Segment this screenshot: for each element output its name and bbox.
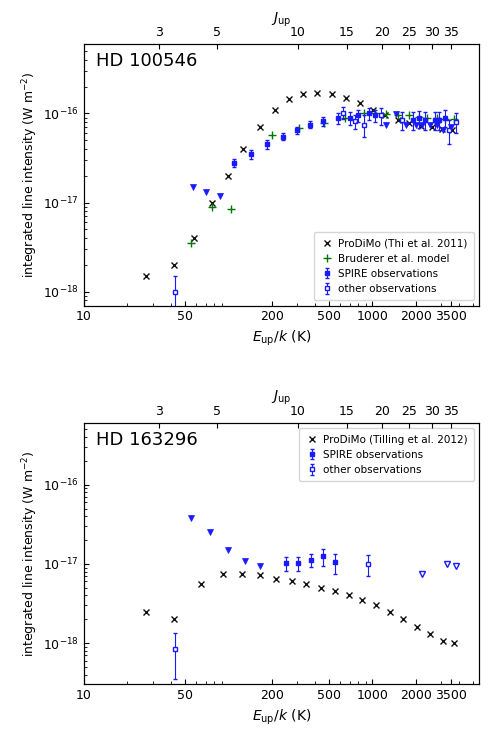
Bruderer et al. model: [383, 110, 389, 118]
ProDiMo (Tilling et al. 2012): [273, 574, 279, 583]
ProDiMo (Thi et al. 2011): [209, 198, 215, 207]
ProDiMo (Thi et al. 2011): [143, 272, 149, 280]
ProDiMo (Tilling et al. 2012): [256, 571, 262, 580]
ProDiMo (Tilling et al. 2012): [387, 607, 393, 616]
ProDiMo (Tilling et al. 2012): [427, 629, 433, 638]
ProDiMo (Tilling et al. 2012): [359, 595, 365, 604]
Bruderer et al. model: [342, 114, 348, 123]
ProDiMo (Thi et al. 2011): [370, 105, 376, 114]
ProDiMo (Thi et al. 2011): [286, 95, 292, 104]
Bruderer et al. model: [442, 115, 448, 124]
Bruderer et al. model: [362, 108, 368, 117]
Y-axis label: integrated line intensity (W m$^{-2}$): integrated line intensity (W m$^{-2}$): [21, 71, 41, 278]
ProDiMo (Thi et al. 2011): [314, 88, 320, 97]
X-axis label: $E_{\mathrm{up}}/k$ (K): $E_{\mathrm{up}}/k$ (K): [252, 329, 311, 348]
Y-axis label: integrated line intensity (W m$^{-2}$): integrated line intensity (W m$^{-2}$): [21, 450, 41, 657]
Bruderer et al. model: [228, 205, 234, 213]
Bruderer et al. model: [406, 111, 412, 120]
ProDiMo (Tilling et al. 2012): [414, 623, 420, 631]
ProDiMo (Tilling et al. 2012): [239, 570, 245, 578]
Bruderer et al. model: [209, 202, 215, 211]
ProDiMo (Tilling et al. 2012): [440, 637, 446, 645]
ProDiMo (Thi et al. 2011): [300, 90, 306, 99]
ProDiMo (Thi et al. 2011): [256, 123, 262, 132]
ProDiMo (Thi et al. 2011): [382, 111, 388, 120]
X-axis label: $E_{\mathrm{up}}/k$ (K): $E_{\mathrm{up}}/k$ (K): [252, 708, 311, 727]
Line: Bruderer et al. model: Bruderer et al. model: [187, 109, 458, 247]
ProDiMo (Thi et al. 2011): [343, 93, 349, 102]
ProDiMo (Thi et al. 2011): [240, 144, 246, 153]
Text: HD 100546: HD 100546: [96, 52, 197, 70]
Bruderer et al. model: [269, 130, 275, 139]
ProDiMo (Tilling et al. 2012): [318, 584, 324, 592]
ProDiMo (Tilling et al. 2012): [143, 607, 149, 616]
X-axis label: $J_{\mathrm{up}}$: $J_{\mathrm{up}}$: [272, 10, 291, 29]
Line: ProDiMo (Tilling et al. 2012): ProDiMo (Tilling et al. 2012): [143, 570, 457, 646]
ProDiMo (Thi et al. 2011): [439, 124, 445, 133]
Line: ProDiMo (Thi et al. 2011): ProDiMo (Thi et al. 2011): [143, 89, 455, 279]
ProDiMo (Thi et al. 2011): [225, 171, 231, 180]
ProDiMo (Thi et al. 2011): [449, 126, 455, 135]
ProDiMo (Tilling et al. 2012): [452, 639, 457, 648]
Bruderer et al. model: [416, 113, 422, 121]
ProDiMo (Tilling et al. 2012): [171, 615, 177, 623]
ProDiMo (Thi et al. 2011): [395, 116, 401, 124]
ProDiMo (Tilling et al. 2012): [198, 580, 204, 589]
ProDiMo (Thi et al. 2011): [357, 99, 363, 107]
ProDiMo (Tilling et al. 2012): [288, 577, 294, 586]
Bruderer et al. model: [434, 114, 440, 123]
ProDiMo (Tilling et al. 2012): [346, 591, 352, 600]
Legend: ProDiMo (Thi et al. 2011), Bruderer et al. model, SPIRE observations, other obse: ProDiMo (Thi et al. 2011), Bruderer et a…: [314, 232, 474, 300]
Bruderer et al. model: [424, 113, 430, 122]
ProDiMo (Thi et al. 2011): [418, 121, 424, 130]
ProDiMo (Thi et al. 2011): [429, 123, 435, 132]
ProDiMo (Thi et al. 2011): [191, 233, 197, 242]
ProDiMo (Thi et al. 2011): [171, 261, 177, 269]
Text: HD 163296: HD 163296: [96, 431, 198, 449]
ProDiMo (Thi et al. 2011): [329, 90, 335, 99]
ProDiMo (Tilling et al. 2012): [401, 615, 407, 623]
ProDiMo (Thi et al. 2011): [272, 105, 278, 114]
ProDiMo (Tilling et al. 2012): [303, 580, 309, 589]
Bruderer et al. model: [452, 115, 457, 124]
ProDiMo (Tilling et al. 2012): [220, 570, 226, 578]
Bruderer et al. model: [395, 111, 401, 120]
Bruderer et al. model: [321, 118, 327, 127]
ProDiMo (Tilling et al. 2012): [332, 587, 338, 595]
Bruderer et al. model: [188, 238, 194, 247]
Legend: ProDiMo (Tilling et al. 2012), SPIRE observations, other observations: ProDiMo (Tilling et al. 2012), SPIRE obs…: [299, 428, 474, 481]
ProDiMo (Thi et al. 2011): [407, 118, 412, 127]
Bruderer et al. model: [296, 124, 302, 132]
ProDiMo (Tilling et al. 2012): [373, 601, 379, 609]
Bruderer et al. model: [372, 109, 378, 118]
X-axis label: $J_{\mathrm{up}}$: $J_{\mathrm{up}}$: [272, 389, 291, 408]
